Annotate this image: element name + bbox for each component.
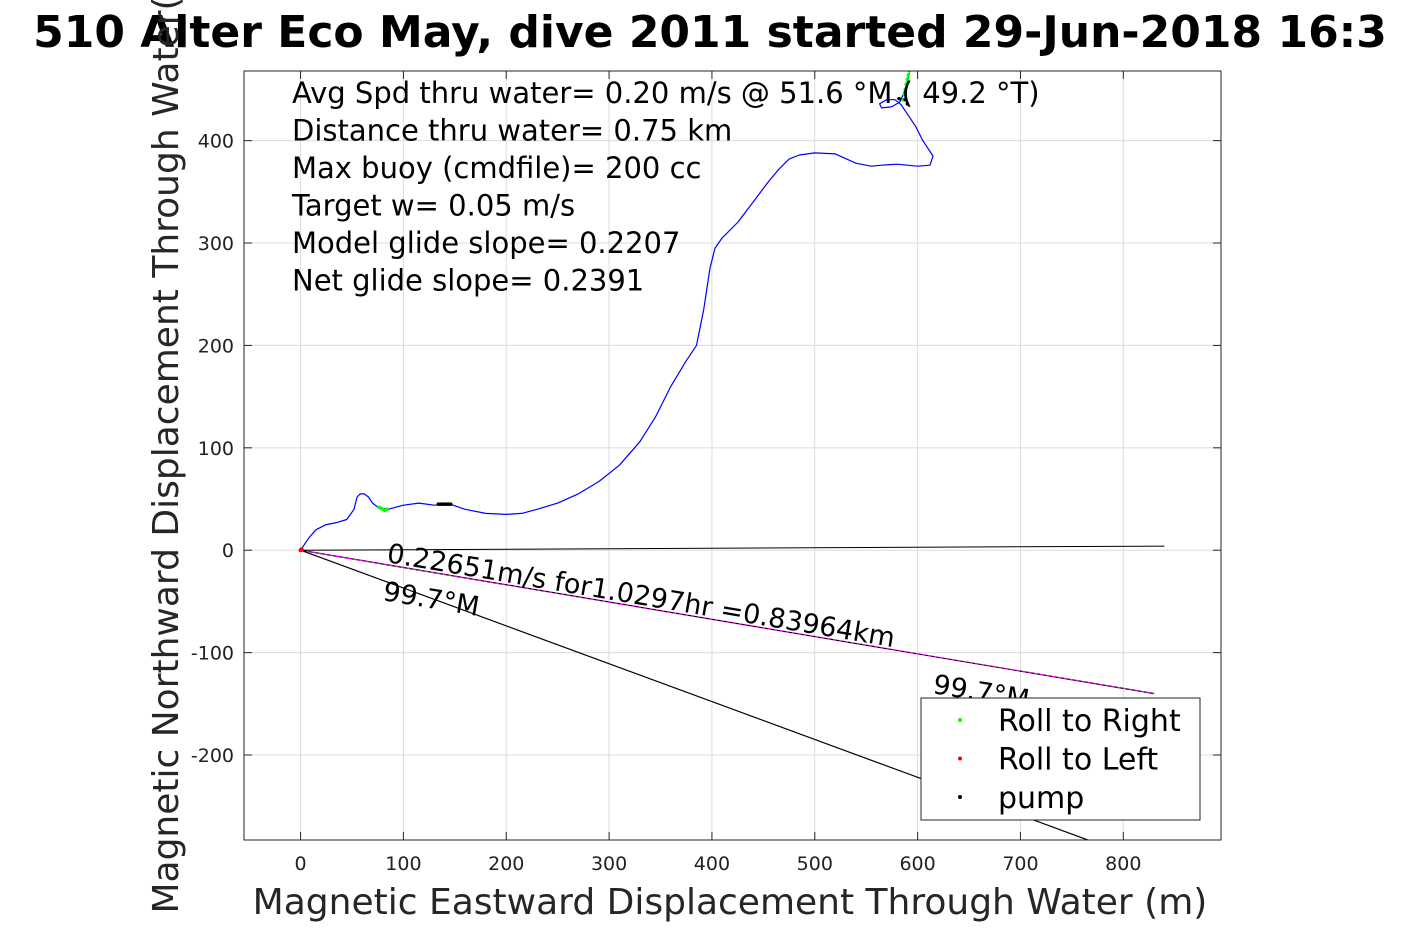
x-tick-label: 300 [591,853,627,875]
x-tick-label: 800 [1105,853,1141,875]
y-axis-label: Magnetic Northward Displacement Through … [146,0,187,914]
data-layer [298,71,1165,840]
legend-box [920,697,1201,821]
y-tick-label: -200 [191,745,234,767]
y-tick-label: -100 [191,643,234,665]
roll-left-point [299,547,304,552]
stat-line: Distance thru water= 0.75 km [292,114,732,148]
stat-line: Net glide slope= 0.2391 [292,264,644,298]
pump-point [897,96,901,101]
x-tick-label: 600 [899,853,935,875]
pump-point [448,502,453,506]
legend-label: Roll to Right [998,704,1181,739]
legend-label: Roll to Left [998,743,1158,778]
legend-marker [958,795,962,799]
roll-right-point [906,73,911,77]
stat-line: Target w= 0.05 m/s [291,189,575,223]
roll-right-point [385,507,389,512]
y-tick-label: 400 [198,131,234,153]
stat-line: Avg Spd thru water= 0.20 m/s @ 51.6 °M (… [292,76,1040,110]
x-axis-label: Magnetic Eastward Displacement Through W… [253,882,1208,923]
roll-right-point [902,92,907,97]
legend-marker [958,756,962,761]
x-tick-labels: 0 100 200 300 400 500 600 700 800 [295,853,1142,875]
y-tick-label: 200 [198,335,234,357]
pump-point [903,97,908,102]
track-line [300,72,934,551]
zero-reference-line [300,545,1165,551]
tick-marks [244,71,1221,840]
y-tick-label: 300 [198,233,234,255]
roll-right-point [904,82,909,87]
stat-line: Max buoy (cmdfile)= 200 cc [292,151,701,185]
x-tick-label: 500 [797,853,833,875]
legend-label: pump [998,781,1084,816]
stat-line: Model glide slope= 0.2207 [292,226,680,260]
x-tick-label: 0 [295,853,307,875]
chart-title: 510 Alter Eco May, dive 2011 started 29-… [33,7,1387,58]
y-tick-label: 100 [198,438,234,460]
pump-point [905,101,910,106]
x-tick-label: 100 [385,853,421,875]
roll-right-point [903,87,908,92]
current-vector-dashes [300,549,1155,695]
x-tick-label: 200 [488,853,524,875]
y-tick-label: 0 [222,540,234,562]
stats-annotations: Avg Spd thru water= 0.20 m/s @ 51.6 °M (… [291,76,1040,298]
plot-frame [243,70,1222,841]
x-tick-label: 400 [694,853,730,875]
x-tick-label: 700 [1002,853,1038,875]
legend-marker [958,718,962,722]
roll-right-point [905,77,910,81]
y-tick-labels: -200 -100 0 100 200 300 400 [191,131,234,767]
